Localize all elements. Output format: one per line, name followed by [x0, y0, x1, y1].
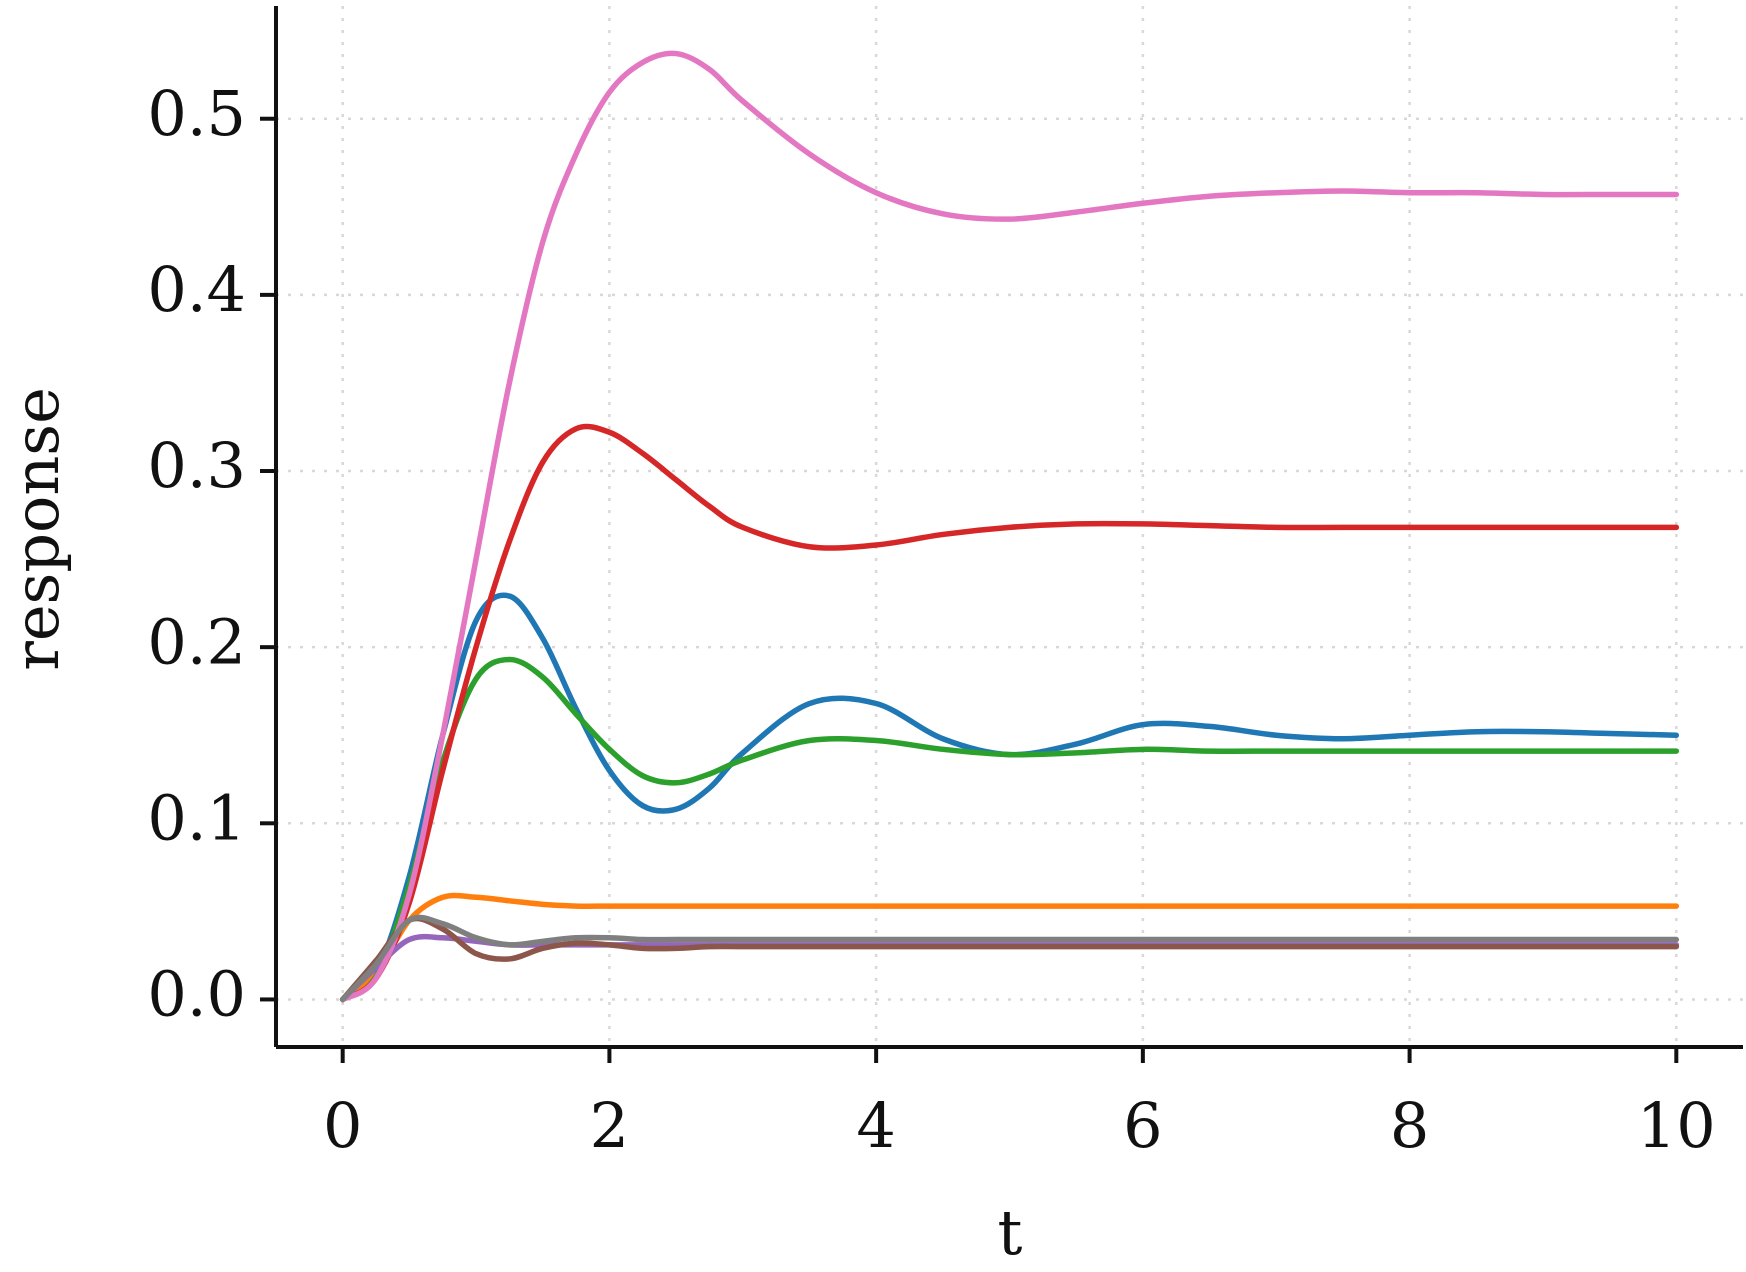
y-tick-label: 0.0: [147, 958, 246, 1031]
y-tick-label: 0.1: [147, 781, 246, 854]
x-tick-label: 8: [1390, 1089, 1429, 1162]
y-tick-label: 0.3: [147, 429, 246, 502]
line-series: [339, 915, 1680, 1003]
x-tick-label: 6: [1123, 1089, 1162, 1162]
y-tick-label: 0.4: [147, 253, 246, 326]
x-tick-label: 0: [323, 1089, 362, 1162]
line-series: [339, 50, 1680, 1003]
line-series: [339, 656, 1680, 1003]
x-axis-label: t: [998, 1196, 1023, 1269]
line-series: [339, 592, 1680, 1003]
x-tick-label: 4: [856, 1089, 895, 1162]
line-series: [339, 914, 1680, 1003]
y-axis-label: response: [0, 387, 73, 671]
x-tick-label: 10: [1637, 1089, 1716, 1162]
x-tick-label: 2: [590, 1089, 629, 1162]
line-series: [339, 892, 1680, 1003]
line-series: [339, 423, 1680, 1003]
y-tick-label: 0.5: [147, 77, 246, 150]
y-tick-label: 0.2: [147, 605, 246, 678]
